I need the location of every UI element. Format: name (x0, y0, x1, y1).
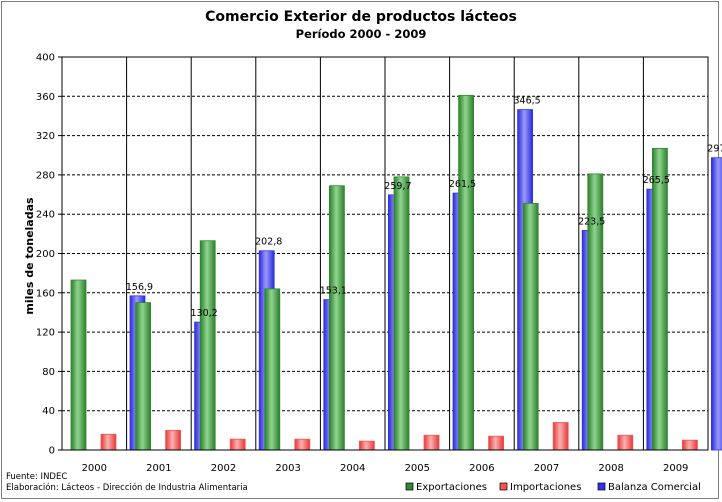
bar-importaciones (229, 438, 246, 451)
x-tick-label: 2005 (405, 463, 430, 474)
data-label: 265,5 (643, 175, 670, 186)
bar-importaciones (423, 434, 440, 451)
data-label: 346,5 (513, 96, 540, 107)
bar-importaciones (617, 434, 634, 451)
bar-exportaciones (393, 176, 410, 451)
legend-label: Importaciones (510, 482, 581, 493)
bar-exportaciones (587, 173, 604, 451)
plot-area (61, 56, 709, 451)
bar-exportaciones (70, 279, 87, 451)
y-tick-label: 400 (36, 53, 55, 64)
bar-importaciones (294, 438, 311, 451)
y-axis-label: miles de toneladas (23, 197, 36, 315)
bar-exportaciones (328, 185, 345, 451)
grid-lines (62, 56, 708, 450)
data-label: 259,7 (384, 181, 411, 192)
bar-exportaciones (264, 288, 281, 451)
bar-exportaciones (458, 94, 475, 451)
bar-exportaciones (652, 147, 668, 451)
data-label: 130,2 (190, 308, 217, 319)
legend-swatch (499, 482, 508, 491)
chart-title: Comercio Exterior de productos lácteos (205, 9, 517, 25)
x-tick-label: 2006 (469, 463, 494, 474)
bars (70, 94, 722, 451)
tick-labels: 0 40 80 120 160 200 240 280 320 360 400 156,9 2000 13… (36, 53, 722, 475)
legend-swatch (597, 482, 606, 491)
y-tick-label: 360 (36, 92, 55, 103)
x-tick-label: 2003 (275, 463, 300, 474)
y-tick-label: 120 (36, 328, 55, 339)
bar-exportaciones (135, 302, 152, 451)
data-label: 297,5 (707, 144, 722, 155)
data-label: 223,5 (578, 216, 605, 227)
y-tick-label: 240 (36, 210, 55, 221)
legend-label: Exportaciones (416, 482, 487, 493)
bar-exportaciones (199, 240, 216, 451)
elaboration-note: Elaboración: Lácteos - Dirección de Indu… (6, 483, 248, 493)
x-tick-label: 2004 (340, 463, 365, 474)
y-tick-label: 160 (36, 288, 55, 299)
data-label: 202,8 (255, 237, 282, 248)
bar-importaciones (100, 433, 117, 451)
bar-exportaciones (522, 202, 539, 451)
bar-balanza-comercial (711, 157, 722, 451)
bar-importaciones (358, 440, 375, 451)
y-tick-label: 0 (49, 446, 55, 457)
x-tick-label: 2008 (598, 463, 623, 474)
data-label: 261,5 (449, 179, 476, 190)
x-tick-label: 2009 (663, 463, 688, 474)
y-tick-label: 80 (42, 367, 55, 378)
bar-importaciones (552, 422, 569, 451)
x-tick-label: 2001 (146, 463, 171, 474)
bar-importaciones (488, 435, 505, 451)
data-label: 153,1 (320, 286, 347, 297)
legend-label: Balanza Comercial (608, 482, 701, 493)
data-label: 156,9 (126, 282, 153, 293)
axes (58, 56, 709, 451)
chart-subtitle: Período 2000 - 2009 (295, 27, 427, 41)
y-tick-label: 320 (36, 131, 55, 142)
bar-importaciones (682, 439, 698, 451)
y-tick-label: 40 (42, 406, 55, 417)
source-note: Fuente: INDEC (6, 472, 68, 482)
legend: Exportaciones Importaciones Balanza Comerc… (405, 482, 701, 493)
x-tick-label: 2007 (534, 463, 559, 474)
legend-swatch (405, 482, 414, 491)
x-tick-label: 2000 (82, 463, 107, 474)
x-tick-label: 2002 (211, 463, 236, 474)
y-tick-label: 200 (36, 249, 55, 260)
y-tick-label: 280 (36, 170, 55, 181)
bar-importaciones (165, 429, 182, 451)
